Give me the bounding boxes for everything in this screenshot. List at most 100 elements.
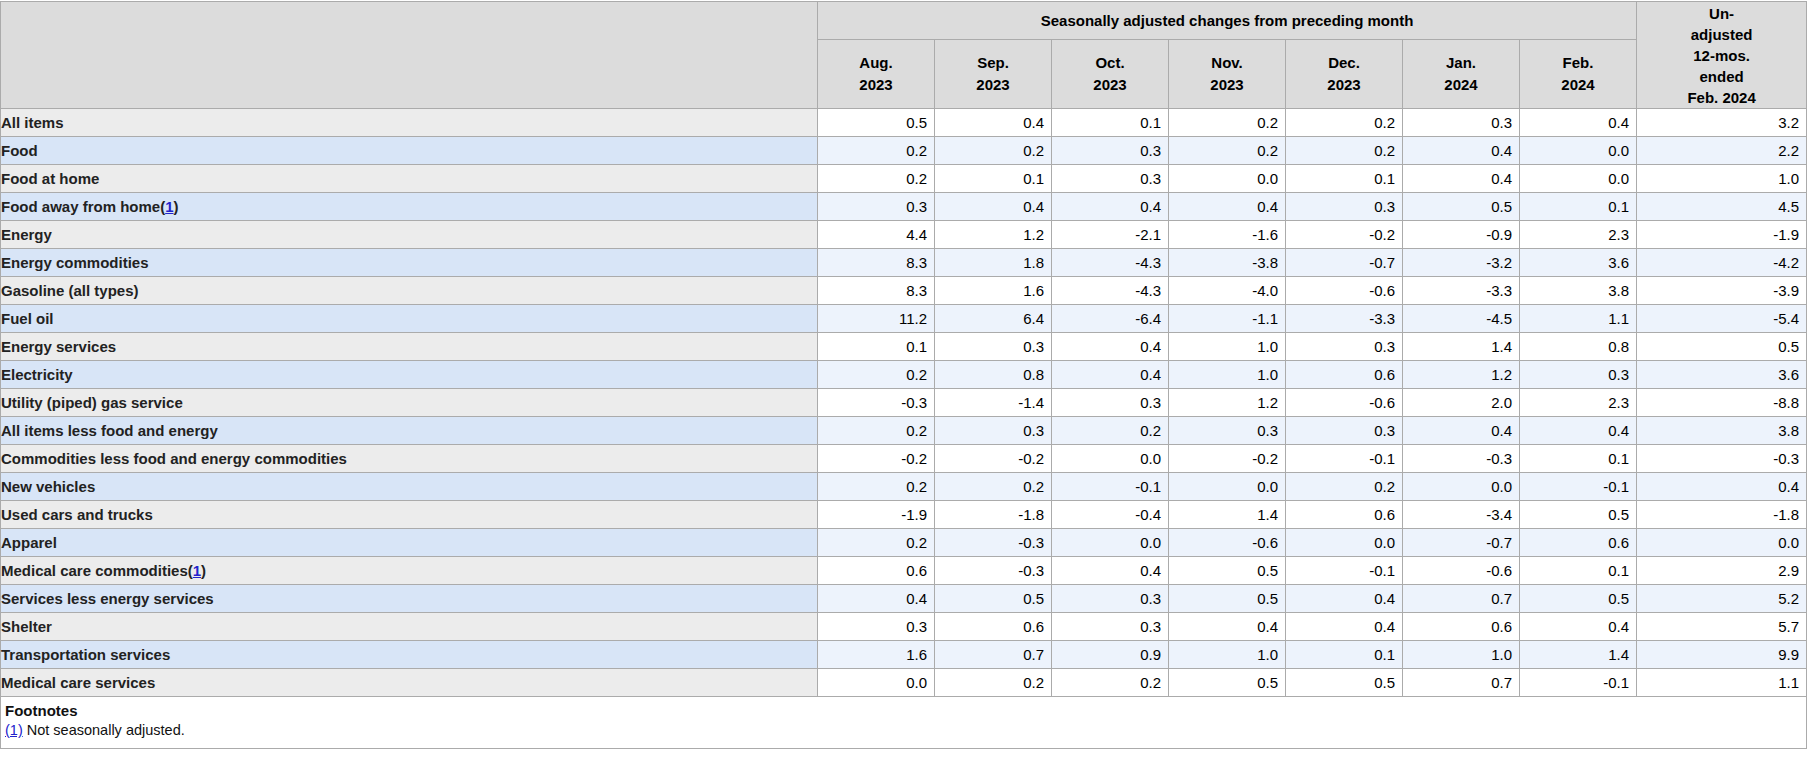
data-cell: -0.3 — [1637, 445, 1807, 473]
data-cell: -0.4 — [1052, 501, 1169, 529]
data-cell: 0.1 — [935, 165, 1052, 193]
data-cell: 0.2 — [935, 473, 1052, 501]
data-cell: 0.2 — [818, 529, 935, 557]
data-cell: 0.2 — [1169, 109, 1286, 137]
data-cell: 0.6 — [818, 557, 935, 585]
data-cell: 0.3 — [1052, 585, 1169, 613]
table-row: Apparel0.2-0.30.0-0.60.0-0.70.60.0 — [1, 529, 1807, 557]
data-cell: -1.4 — [935, 389, 1052, 417]
data-cell: -0.6 — [1286, 389, 1403, 417]
footnote-item: (1) Not seasonally adjusted. — [5, 722, 1800, 738]
data-cell: 1.2 — [1403, 361, 1520, 389]
footnote-link[interactable]: 1 — [193, 562, 201, 579]
data-cell: 3.2 — [1637, 109, 1807, 137]
footnotes-section: Footnotes (1) Not seasonally adjusted. — [1, 697, 1807, 749]
data-cell: 0.4 — [818, 585, 935, 613]
row-label: Electricity — [1, 361, 818, 389]
data-cell: 1.2 — [1169, 389, 1286, 417]
table-row: Services less energy services0.40.50.30.… — [1, 585, 1807, 613]
month-header: Dec.2023 — [1286, 40, 1403, 109]
data-cell: 0.3 — [1403, 109, 1520, 137]
data-cell: 0.1 — [1520, 193, 1637, 221]
data-cell: 0.1 — [1520, 557, 1637, 585]
data-cell: 0.4 — [1286, 613, 1403, 641]
table-row: Electricity0.20.80.41.00.61.20.33.6 — [1, 361, 1807, 389]
data-cell: 0.7 — [1403, 585, 1520, 613]
row-label: Services less energy services — [1, 585, 818, 613]
data-cell: -8.8 — [1637, 389, 1807, 417]
data-cell: 0.5 — [1520, 501, 1637, 529]
data-cell: -0.1 — [1520, 669, 1637, 697]
data-cell: 0.3 — [1286, 417, 1403, 445]
data-cell: 0.2 — [1169, 137, 1286, 165]
data-cell: 0.5 — [818, 109, 935, 137]
data-cell: -6.4 — [1052, 305, 1169, 333]
stub-header-cell — [1, 2, 818, 109]
data-cell: 1.0 — [1637, 165, 1807, 193]
data-cell: -0.2 — [935, 445, 1052, 473]
data-cell: 0.4 — [1403, 165, 1520, 193]
data-cell: 0.1 — [1286, 165, 1403, 193]
data-cell: 0.6 — [935, 613, 1052, 641]
data-cell: 5.7 — [1637, 613, 1807, 641]
data-cell: 1.8 — [935, 249, 1052, 277]
data-cell: -1.6 — [1169, 221, 1286, 249]
data-cell: -0.3 — [935, 557, 1052, 585]
data-cell: 0.4 — [1286, 585, 1403, 613]
data-cell: -0.3 — [1403, 445, 1520, 473]
table-row: Fuel oil11.26.4-6.4-1.1-3.3-4.51.1-5.4 — [1, 305, 1807, 333]
data-cell: -0.6 — [1403, 557, 1520, 585]
data-cell: 1.0 — [1169, 641, 1286, 669]
month-header: Jan.2024 — [1403, 40, 1520, 109]
unadjusted-header-line: Un- — [1709, 5, 1734, 22]
data-cell: 0.4 — [1520, 109, 1637, 137]
data-cell: 0.3 — [1052, 165, 1169, 193]
data-cell: 1.6 — [935, 277, 1052, 305]
data-cell: 1.4 — [1403, 333, 1520, 361]
data-cell: -3.2 — [1403, 249, 1520, 277]
footnote-link[interactable]: (1) — [5, 722, 23, 738]
data-cell: -0.3 — [935, 529, 1052, 557]
data-cell: -1.1 — [1169, 305, 1286, 333]
data-cell: 0.2 — [1286, 109, 1403, 137]
data-cell: 0.2 — [935, 137, 1052, 165]
data-cell: 2.3 — [1520, 389, 1637, 417]
footnote-link[interactable]: 1 — [165, 198, 173, 215]
data-cell: 3.8 — [1637, 417, 1807, 445]
data-cell: 0.4 — [1520, 613, 1637, 641]
data-cell: -0.7 — [1286, 249, 1403, 277]
data-cell: 0.5 — [1520, 585, 1637, 613]
table-body: All items0.50.40.10.20.20.30.43.2Food0.2… — [1, 109, 1807, 697]
table-row: Utility (piped) gas service-0.3-1.40.31.… — [1, 389, 1807, 417]
data-cell: -3.3 — [1286, 305, 1403, 333]
month-header: Feb.2024 — [1520, 40, 1637, 109]
data-cell: 1.1 — [1637, 669, 1807, 697]
data-cell: 0.5 — [1169, 557, 1286, 585]
row-label: Shelter — [1, 613, 818, 641]
data-cell: 2.2 — [1637, 137, 1807, 165]
data-cell: -5.4 — [1637, 305, 1807, 333]
data-cell: 0.1 — [1052, 109, 1169, 137]
data-cell: 4.4 — [818, 221, 935, 249]
table-row: New vehicles0.20.2-0.10.00.20.0-0.10.4 — [1, 473, 1807, 501]
row-label: Energy services — [1, 333, 818, 361]
data-cell: 0.4 — [1052, 193, 1169, 221]
data-cell: 0.4 — [935, 193, 1052, 221]
data-cell: 0.5 — [1286, 669, 1403, 697]
data-cell: 0.3 — [1052, 613, 1169, 641]
data-cell: 3.6 — [1520, 249, 1637, 277]
data-cell: 0.6 — [1286, 361, 1403, 389]
unadjusted-header-line: adjusted — [1691, 26, 1753, 43]
data-cell: -0.2 — [1286, 221, 1403, 249]
month-header: Aug.2023 — [818, 40, 935, 109]
month-header: Sep.2023 — [935, 40, 1052, 109]
data-cell: 0.6 — [1403, 613, 1520, 641]
table-row: Gasoline (all types)8.31.6-4.3-4.0-0.6-3… — [1, 277, 1807, 305]
footnotes-title: Footnotes — [5, 702, 1800, 719]
data-cell: 0.4 — [935, 109, 1052, 137]
data-cell: 1.4 — [1520, 641, 1637, 669]
data-cell: -4.3 — [1052, 277, 1169, 305]
data-cell: 0.0 — [1169, 473, 1286, 501]
data-cell: 0.3 — [818, 613, 935, 641]
unadjusted-column-header: Un-adjusted12-mos.endedFeb. 2024 — [1637, 2, 1807, 109]
